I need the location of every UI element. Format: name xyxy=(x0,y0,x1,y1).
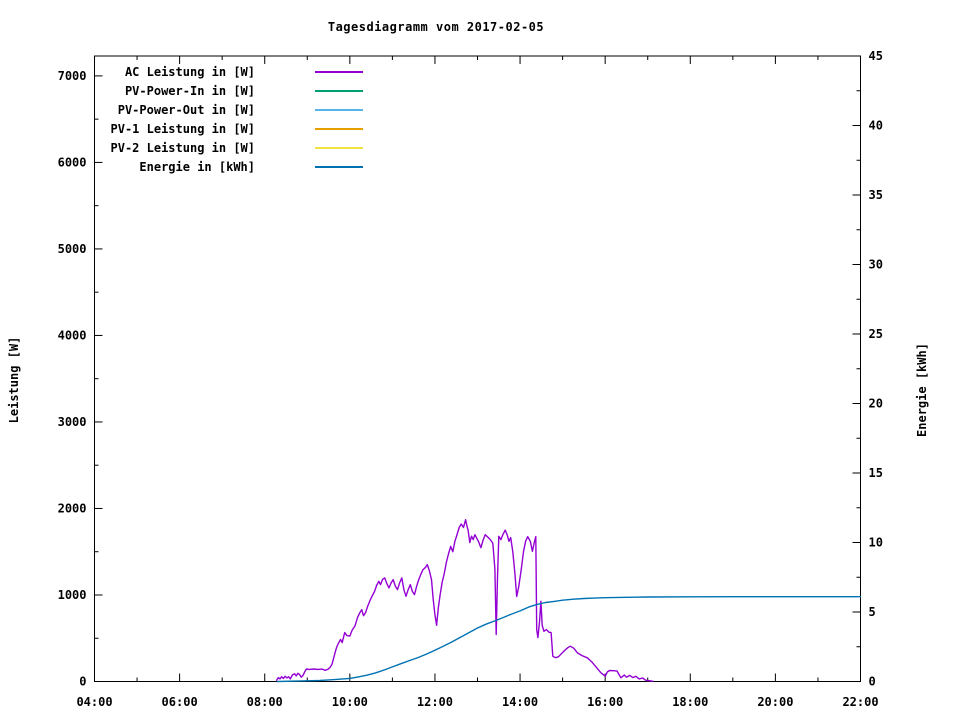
legend-sample-line xyxy=(315,165,363,168)
svg-text:04:00: 04:00 xyxy=(76,695,112,709)
svg-text:16:00: 16:00 xyxy=(587,695,623,709)
svg-text:14:00: 14:00 xyxy=(502,695,538,709)
legend-sample-line xyxy=(315,108,363,111)
legend-item-pv-power-in: PV-Power-In in [W] xyxy=(95,81,363,100)
legend-item-pv2-leistung: PV-2 Leistung in [W] xyxy=(95,138,363,157)
chart-legend: AC Leistung in [W] PV-Power-In in [W] PV… xyxy=(95,62,363,176)
legend-label: PV-1 Leistung in [W] xyxy=(110,121,256,136)
svg-text:40: 40 xyxy=(869,119,883,133)
legend-sample-line xyxy=(315,146,363,149)
svg-text:15: 15 xyxy=(869,466,883,480)
legend-item-pv-power-out: PV-Power-Out in [W] xyxy=(95,100,363,119)
svg-text:06:00: 06:00 xyxy=(162,695,198,709)
legend-label: PV-2 Leistung in [W] xyxy=(110,140,256,155)
svg-text:5: 5 xyxy=(869,605,876,619)
svg-text:25: 25 xyxy=(869,327,883,341)
legend-sample-line xyxy=(315,127,363,130)
legend-label: PV-Power-Out in [W] xyxy=(117,102,255,117)
svg-text:22:00: 22:00 xyxy=(842,695,878,709)
svg-text:6000: 6000 xyxy=(58,155,87,169)
svg-text:10:00: 10:00 xyxy=(332,695,368,709)
svg-text:3000: 3000 xyxy=(58,415,87,429)
svg-text:5000: 5000 xyxy=(58,242,87,256)
svg-text:12:00: 12:00 xyxy=(417,695,453,709)
svg-text:7000: 7000 xyxy=(58,69,87,83)
svg-text:10: 10 xyxy=(869,536,883,550)
svg-text:0: 0 xyxy=(79,675,86,689)
legend-item-pv1-leistung: PV-1 Leistung in [W] xyxy=(95,119,363,138)
chart-title: Tagesdiagramm vom 2017-02-05 xyxy=(327,20,545,34)
legend-item-ac-leistung: AC Leistung in [W] xyxy=(95,62,363,81)
legend-label: AC Leistung in [W] xyxy=(124,64,255,79)
svg-text:20: 20 xyxy=(869,397,883,411)
svg-text:30: 30 xyxy=(869,258,883,272)
svg-text:35: 35 xyxy=(869,188,883,202)
svg-text:18:00: 18:00 xyxy=(672,695,708,709)
svg-text:0: 0 xyxy=(869,675,876,689)
svg-text:45: 45 xyxy=(869,49,883,63)
svg-text:4000: 4000 xyxy=(58,328,87,342)
svg-text:2000: 2000 xyxy=(58,501,87,515)
legend-label: PV-Power-In in [W] xyxy=(124,83,255,98)
legend-item-energie: Energie in [kWh] xyxy=(95,157,363,176)
series-line-5 xyxy=(276,596,862,683)
svg-text:20:00: 20:00 xyxy=(757,695,793,709)
axis-tick-labels: 04:00 06:00 08:00 10:00 12:00 14:00 16:00 18:00… xyxy=(58,49,883,709)
legend-label: Energie in [kWh] xyxy=(139,159,255,174)
svg-text:08:00: 08:00 xyxy=(247,695,283,709)
legend-sample-line xyxy=(315,70,363,73)
svg-text:1000: 1000 xyxy=(58,588,87,602)
series-line-0 xyxy=(275,519,654,682)
legend-sample-line xyxy=(315,89,363,92)
axis-ticks xyxy=(94,55,861,682)
